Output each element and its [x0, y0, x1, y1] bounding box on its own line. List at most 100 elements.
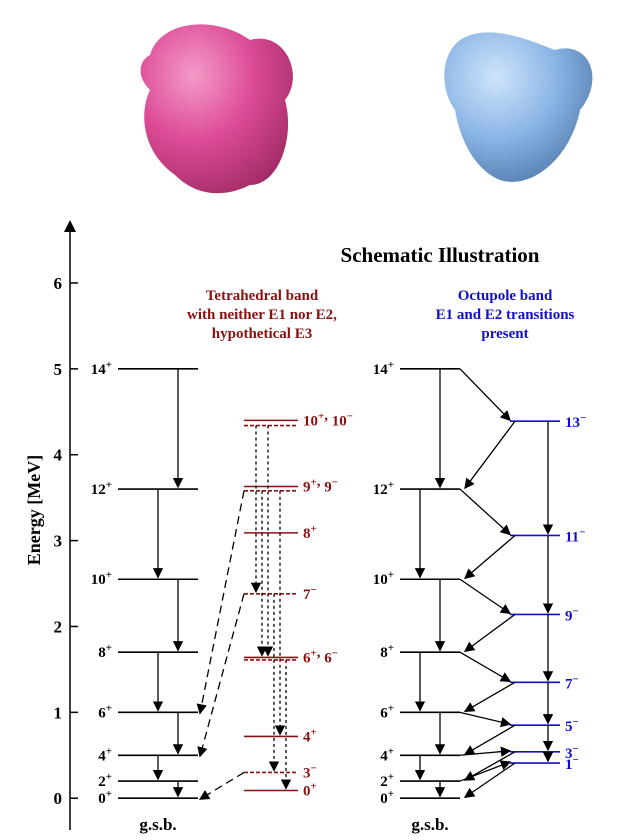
heading: with neither E1 nor E2, — [187, 307, 337, 323]
spin: 8 — [303, 526, 311, 542]
title: Schematic Illustration — [341, 243, 540, 267]
spin: 14 — [373, 362, 389, 378]
level-label: 6+, 6− — [303, 644, 338, 666]
parity: + — [106, 702, 112, 714]
parity: + — [388, 569, 394, 581]
parity: + — [311, 726, 317, 738]
spin: 14 — [91, 362, 107, 378]
level-label: 3− — [303, 762, 317, 781]
level-label: 0+ — [303, 780, 317, 799]
spin: 6 — [324, 650, 332, 666]
spin: 6 — [98, 705, 106, 721]
spin: 10 — [332, 413, 347, 429]
transition — [463, 724, 516, 755]
parity: + — [106, 569, 112, 581]
transition — [464, 534, 516, 580]
tetrahedral-shape — [140, 24, 293, 194]
spin: 10 — [91, 572, 106, 588]
axis-label: Energy [MeV] — [24, 455, 44, 565]
level-label: 5− — [565, 716, 579, 735]
parity: + — [388, 788, 394, 800]
level-label: 10+ — [373, 569, 394, 588]
parity: + — [106, 359, 112, 371]
parity: − — [573, 716, 579, 728]
parity: + — [388, 479, 394, 491]
level-label: 0+ — [98, 788, 112, 807]
parity: − — [311, 762, 317, 774]
spin: 5 — [565, 719, 573, 735]
transition — [198, 771, 245, 800]
spin: 9 — [565, 608, 573, 624]
level-label: 6+ — [380, 702, 394, 721]
parity: − — [332, 647, 338, 659]
axis-arrow — [64, 220, 76, 232]
parity: + — [388, 745, 394, 757]
tick-label: 2 — [54, 617, 63, 636]
transition — [459, 368, 511, 422]
transition — [459, 578, 512, 615]
heading: Tetrahedral band — [206, 288, 319, 304]
level-label: 4+ — [98, 745, 112, 764]
spin: 10 — [373, 572, 388, 588]
spin: 0 — [380, 791, 388, 807]
parity: + — [311, 780, 317, 792]
parity: + — [106, 771, 112, 783]
spin: 12 — [373, 482, 388, 498]
parity: − — [332, 476, 338, 488]
parity: + — [106, 642, 112, 654]
level-label: 0+ — [380, 788, 394, 807]
level-label: 10+, 10− — [303, 407, 353, 429]
level-label: 12+ — [91, 479, 112, 498]
tick-label: 3 — [54, 532, 63, 551]
spin: 9 — [303, 479, 311, 495]
parity: + — [106, 788, 112, 800]
parity: + — [318, 410, 324, 422]
level-label: 14+ — [91, 359, 112, 378]
transition — [464, 420, 516, 490]
parity: + — [106, 479, 112, 491]
spin: 0 — [303, 783, 311, 799]
level-label: 7− — [565, 673, 579, 692]
spin: 7 — [565, 676, 573, 692]
tick-label: 1 — [54, 703, 63, 722]
spin: 8 — [98, 645, 106, 661]
transition — [463, 681, 516, 713]
parity: + — [388, 702, 394, 714]
parity: − — [580, 412, 586, 424]
band-label: g.s.b. — [411, 815, 448, 834]
spin: 11 — [565, 529, 579, 545]
separator: , — [324, 407, 332, 423]
spin: 13 — [565, 415, 580, 431]
heading: present — [481, 326, 528, 342]
parity: + — [311, 523, 317, 535]
level-label: 4+ — [380, 745, 394, 764]
spin: 4 — [303, 729, 311, 745]
parity: + — [388, 771, 394, 783]
spin: 2 — [380, 774, 388, 790]
octupole-shape — [444, 32, 593, 182]
tick-label: 4 — [54, 446, 63, 465]
heading: Octupole band — [458, 288, 553, 304]
parity: + — [388, 642, 394, 654]
transition — [463, 613, 516, 653]
transition — [463, 762, 516, 798]
transition — [459, 488, 511, 536]
parity: − — [573, 754, 579, 766]
level-label: 12+ — [373, 479, 394, 498]
spin: 7 — [303, 587, 311, 603]
level-label: 14+ — [373, 359, 394, 378]
spin: 0 — [98, 791, 106, 807]
level-label: 3− — [565, 743, 579, 762]
parity: − — [311, 584, 317, 596]
transition — [197, 593, 245, 758]
level-label: 2+ — [98, 771, 112, 790]
spin: 1 — [565, 757, 573, 773]
tick-label: 5 — [54, 360, 63, 379]
spin: 12 — [91, 482, 106, 498]
level-label: 8+ — [303, 523, 317, 542]
heading: E1 and E2 transitions — [436, 307, 575, 323]
spin: 6 — [303, 650, 311, 666]
parity: − — [573, 743, 579, 755]
spin: 2 — [98, 774, 106, 790]
